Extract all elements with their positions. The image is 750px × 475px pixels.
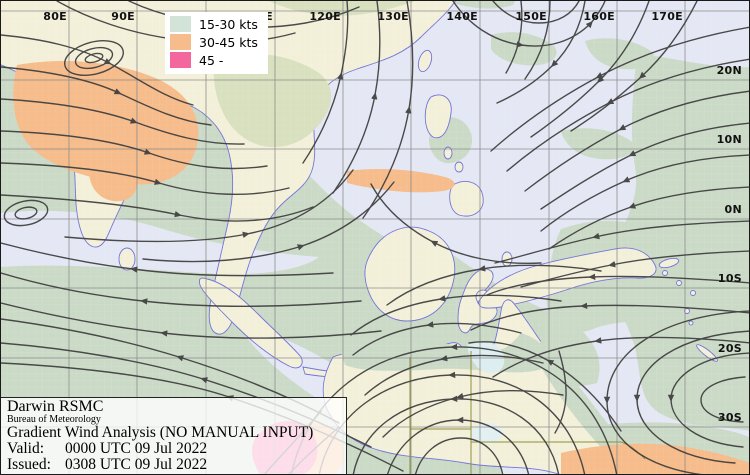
legend-item: 15-30 kts	[170, 16, 258, 32]
legend-swatch-30-45	[170, 34, 191, 50]
issued-time-row: Issued: 0308 UTC 09 Jul 2022	[7, 457, 340, 473]
valid-time-row: Valid: 0000 UTC 09 Jul 2022	[7, 441, 340, 457]
legend-swatch-15-30	[170, 16, 191, 32]
product-title: Gradient Wind Analysis (NO MANUAL INPUT)	[7, 424, 314, 442]
info-box: Darwin RSMC Bureau of Meteorology Gradie…	[1, 397, 347, 474]
legend-label: 30-45 kts	[199, 34, 258, 50]
agency-title: Darwin RSMC	[7, 398, 104, 415]
issued-label: Issued:	[7, 456, 51, 474]
valid-value: 0000 UTC 09 Jul 2022	[65, 440, 208, 458]
wind-speed-legend: 15-30 kts 30-45 kts 45 -	[165, 12, 268, 74]
legend-item: 45 -	[170, 52, 258, 68]
bureau-subtitle: Bureau of Meteorology	[7, 413, 101, 425]
legend-label: 45 -	[199, 52, 224, 68]
legend-swatch-45plus	[170, 52, 191, 68]
issued-value: 0308 UTC 09 Jul 2022	[65, 456, 208, 474]
legend-label: 15-30 kts	[199, 16, 258, 32]
legend-item: 30-45 kts	[170, 34, 258, 50]
valid-label: Valid:	[7, 440, 45, 458]
